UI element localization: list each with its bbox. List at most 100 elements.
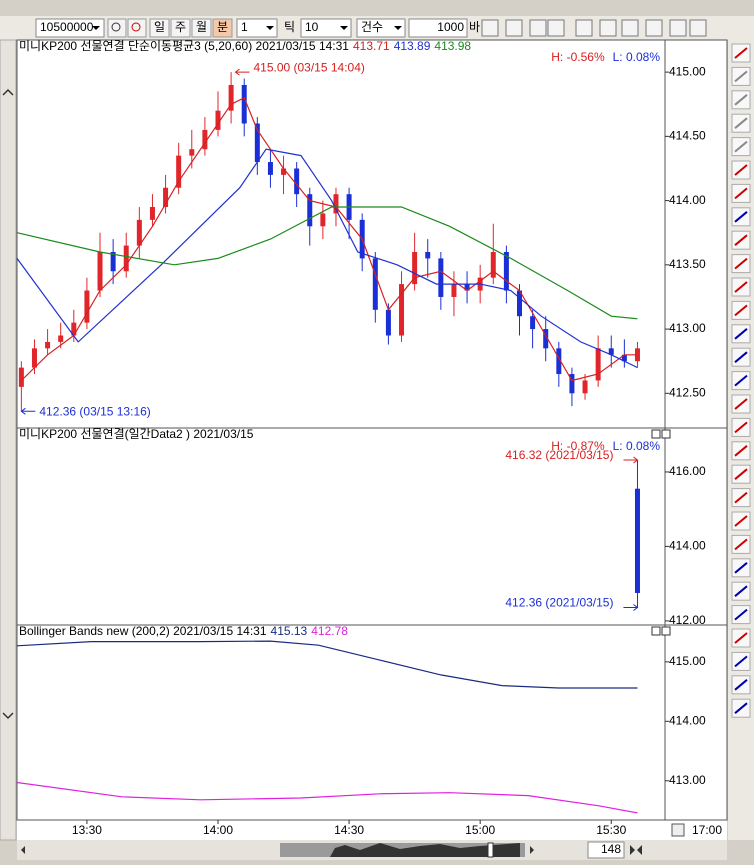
y-tick-label: 415.00 — [669, 64, 706, 78]
toolbar-icon[interactable] — [529, 19, 547, 37]
x-tick-label: 14:30 — [334, 823, 364, 837]
candle-body — [307, 194, 313, 227]
scroll-handle[interactable] — [487, 842, 494, 858]
y-tick-label: 413.50 — [669, 257, 706, 271]
candle-body — [608, 348, 614, 355]
y-tick-label: 414.00 — [669, 193, 706, 207]
toolbar-icons — [481, 19, 707, 37]
period-label: 주 — [175, 20, 186, 34]
interval-box[interactable] — [236, 18, 278, 38]
y-tick-label: 414.00 — [669, 713, 706, 727]
x-tick-label: 15:00 — [465, 823, 495, 837]
count-mode-text: 건수 — [361, 20, 383, 34]
zoom-btn[interactable] — [671, 823, 685, 837]
title-text: 미니KP200 선물연결(일간Data2 ) 2021/03/15 — [19, 427, 254, 441]
toolbar-icon[interactable] — [505, 19, 523, 37]
toolbar-icon[interactable] — [575, 19, 593, 37]
tool-glyph — [734, 702, 748, 714]
panel-btn[interactable] — [661, 429, 671, 439]
candle-body — [490, 251, 496, 278]
y-tick-label: 413.00 — [669, 773, 706, 787]
candle-body — [399, 284, 405, 336]
left-strip — [0, 39, 17, 841]
candle-body — [202, 129, 208, 150]
chart-bg — [17, 40, 727, 840]
collapse-down[interactable] — [2, 712, 14, 720]
panel-btn[interactable] — [651, 429, 661, 439]
candle-body — [412, 251, 418, 285]
period-button[interactable] — [191, 18, 212, 38]
panel-title: 미니KP200 선물연결 단순이동평균3 (5,20,60) 2021/03/1… — [19, 39, 471, 53]
tool-glyph — [734, 538, 748, 551]
y-tick-label: 412.50 — [669, 385, 706, 399]
search2-btn[interactable] — [127, 18, 147, 38]
low-change: L: 0.08% — [613, 50, 661, 64]
search-btn[interactable] — [107, 18, 127, 38]
panel-btn[interactable] — [651, 626, 661, 636]
period-button[interactable] — [212, 18, 233, 38]
toolbar-icon[interactable] — [599, 19, 617, 37]
annotation-text: 415.00 (03/15 14:04) — [253, 60, 364, 74]
tick-count-box[interactable] — [300, 18, 352, 38]
period-button[interactable] — [149, 18, 170, 38]
tool-glyph — [734, 445, 748, 457]
tool-glyph — [734, 468, 748, 480]
panel-btn[interactable] — [661, 626, 671, 636]
tick-count-text: 10 — [305, 20, 319, 34]
annotation-arrow — [234, 68, 250, 76]
scroll-count: 148 — [601, 842, 621, 856]
zoom-arrows[interactable] — [630, 845, 642, 855]
tool-glyph — [734, 421, 748, 434]
y-tick-label: 416.00 — [669, 464, 706, 478]
dropdown-arrow — [92, 26, 100, 30]
candle-body — [163, 187, 169, 208]
high-change: H: -0.87% — [551, 439, 605, 453]
panel-title: 미니KP200 선물연결(일간Data2 ) 2021/03/15 — [19, 427, 254, 441]
candle-body — [372, 258, 378, 310]
toolbar-icon[interactable] — [621, 19, 639, 37]
axis-end-label: 17:00 — [692, 823, 722, 837]
interval-text: 1 — [241, 20, 248, 34]
scroll-count-box — [587, 841, 625, 859]
candle-body — [530, 316, 536, 330]
toolbar-icon[interactable] — [645, 19, 663, 37]
candle-body — [385, 309, 391, 336]
candle-body — [294, 168, 300, 195]
candle-body — [31, 348, 37, 368]
period-label: 월 — [196, 20, 207, 34]
toolbar-icon[interactable] — [481, 19, 499, 37]
code-box[interactable] — [35, 18, 105, 38]
dropdown-arrow — [266, 26, 274, 30]
candle-body — [254, 123, 260, 163]
annotation-arrow — [623, 604, 639, 611]
y-tick-label: 414.50 — [669, 129, 706, 143]
x-tick-label: 14:00 — [203, 823, 233, 837]
line-series — [16, 206, 638, 320]
annotation-arrow — [623, 456, 639, 464]
collapse-up[interactable] — [2, 88, 14, 96]
legend-value: 413.71 — [353, 39, 390, 53]
candle-body — [595, 348, 601, 381]
tool-glyph — [734, 257, 748, 270]
toolbar-icon[interactable] — [689, 19, 707, 37]
count-mode-box[interactable] — [356, 18, 406, 38]
count-box[interactable] — [408, 18, 468, 38]
tick-text: 틱 — [284, 20, 295, 34]
right-toolbar-icons — [731, 43, 751, 718]
y-tick-label: 415.00 — [669, 654, 706, 668]
count-text: 1000 — [437, 20, 464, 34]
tool-glyph — [734, 140, 748, 153]
period-button[interactable] — [170, 18, 191, 38]
toolbar-icon[interactable] — [669, 19, 687, 37]
candle-body — [267, 162, 273, 175]
scroll-preview — [330, 843, 520, 857]
tool-glyph — [734, 562, 748, 574]
toolbar-icon[interactable] — [547, 19, 565, 37]
tool-glyph — [734, 117, 748, 129]
high-change: H: -0.56% — [551, 50, 605, 64]
candle-body — [503, 251, 509, 291]
x-tick-label: 13:30 — [72, 823, 102, 837]
tool-glyph — [734, 632, 748, 644]
